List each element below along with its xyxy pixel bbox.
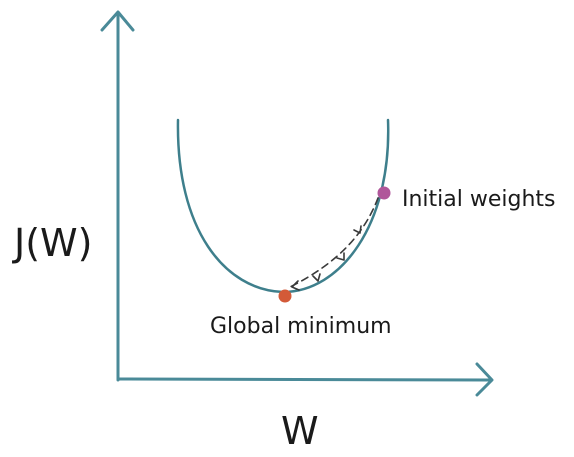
x-axis-line <box>116 377 492 382</box>
y-axis-label: J(W) <box>12 221 92 265</box>
global-minimum-label: Global minimum <box>210 314 392 339</box>
y-axis-arrowhead <box>100 10 135 32</box>
x-axis-label: W <box>281 409 319 453</box>
cost-curve <box>176 118 390 294</box>
initial-weights-point <box>377 186 391 200</box>
y-axis <box>100 10 135 382</box>
global-minimum-point <box>278 289 292 303</box>
descent-path <box>289 197 379 291</box>
x-axis <box>116 362 494 397</box>
x-axis-arrowhead <box>475 362 494 397</box>
descent-chevron-4 <box>291 280 300 291</box>
descent-chevron-1 <box>353 225 362 234</box>
descent-chevron-2 <box>336 252 345 261</box>
initial-weights-label: Initial weights <box>402 187 556 212</box>
descent-dashes <box>289 197 379 288</box>
descent-chevron-3 <box>312 273 321 282</box>
